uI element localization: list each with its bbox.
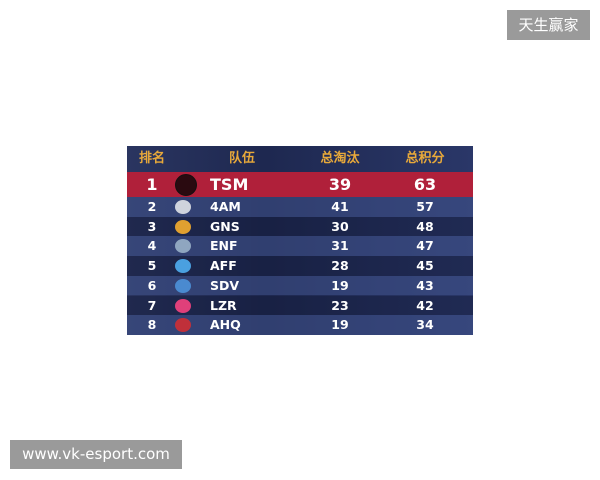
team-logo-icon bbox=[175, 259, 191, 274]
header-points: 总积分 bbox=[405, 151, 445, 166]
table-row: 8 AHQ 19 34 bbox=[127, 315, 473, 335]
header-team: 队伍 bbox=[228, 151, 255, 166]
team-name: 4AM bbox=[210, 199, 241, 214]
rank: 8 bbox=[147, 317, 157, 333]
points: 45 bbox=[416, 258, 434, 274]
points: 57 bbox=[416, 199, 434, 214]
header-eliminations: 总淘汰 bbox=[320, 151, 360, 166]
rank: 5 bbox=[147, 258, 157, 274]
team-name: GNS bbox=[210, 218, 240, 234]
team-name: AHQ bbox=[210, 317, 241, 333]
header-rank: 排名 bbox=[139, 151, 166, 166]
team-logo-icon bbox=[175, 174, 197, 196]
header-row: 排名 队伍 总淘汰 总积分 bbox=[127, 146, 473, 172]
team-logo-icon bbox=[175, 318, 191, 333]
eliminations: 41 bbox=[331, 199, 349, 214]
rank: 1 bbox=[146, 175, 158, 194]
table-row: 6 SDV 19 43 bbox=[127, 275, 473, 296]
eliminations: 19 bbox=[331, 277, 349, 293]
team-name: LZR bbox=[210, 297, 237, 313]
points: 63 bbox=[413, 175, 437, 194]
eliminations: 28 bbox=[331, 258, 349, 274]
table-row: 5 AFF 28 45 bbox=[127, 256, 473, 276]
eliminations: 31 bbox=[331, 238, 349, 254]
team-logo-icon bbox=[175, 239, 191, 254]
table-row: 1 TSM 39 63 bbox=[127, 172, 473, 197]
eliminations: 19 bbox=[331, 317, 349, 333]
points: 47 bbox=[416, 238, 434, 254]
team-name: ENF bbox=[210, 238, 238, 254]
table-row: 2 4AM 41 57 bbox=[127, 197, 473, 217]
table-row: 4 ENF 31 47 bbox=[127, 236, 473, 257]
points: 34 bbox=[416, 317, 434, 333]
team-name: SDV bbox=[210, 277, 240, 293]
table-row: 3 GNS 30 48 bbox=[127, 216, 473, 237]
eliminations: 23 bbox=[331, 297, 349, 313]
rank: 3 bbox=[147, 218, 157, 234]
points: 43 bbox=[416, 277, 434, 293]
table-row: 7 LZR 23 42 bbox=[127, 295, 473, 316]
team-logo-icon bbox=[175, 200, 191, 214]
points: 42 bbox=[416, 297, 434, 313]
eliminations: 30 bbox=[331, 218, 349, 234]
team-logo-icon bbox=[175, 278, 191, 293]
watermark-top: 天生赢家 bbox=[507, 10, 590, 40]
team-name: AFF bbox=[210, 258, 237, 274]
team-logo-icon bbox=[175, 219, 191, 234]
eliminations: 39 bbox=[328, 175, 352, 194]
team-name: TSM bbox=[210, 175, 249, 194]
team-logo-icon bbox=[175, 298, 191, 313]
points: 48 bbox=[416, 218, 434, 234]
rank: 7 bbox=[147, 297, 157, 313]
watermark-bottom: www.vk-esport.com bbox=[10, 440, 182, 469]
rank: 4 bbox=[147, 238, 157, 254]
rank: 6 bbox=[147, 277, 157, 293]
rank: 2 bbox=[147, 199, 157, 214]
leaderboard: 排名 队伍 总淘汰 总积分 1 TSM 39 63 2 4AM 41 57 3 GN… bbox=[127, 146, 473, 335]
